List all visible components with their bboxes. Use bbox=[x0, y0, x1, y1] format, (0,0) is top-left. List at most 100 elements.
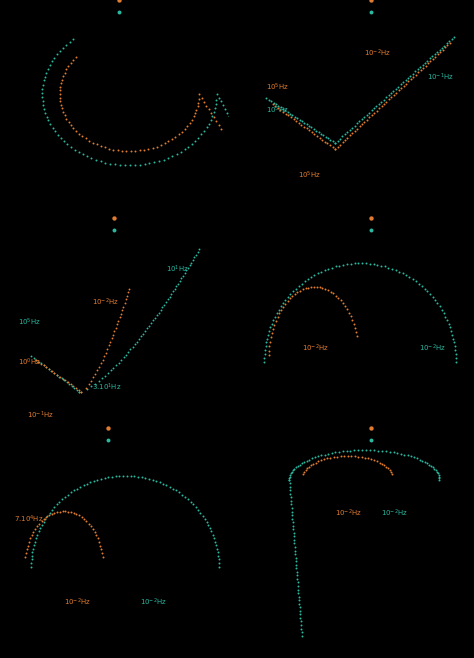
Point bbox=[337, 295, 344, 305]
Point bbox=[193, 105, 201, 115]
Point bbox=[324, 133, 332, 143]
Point bbox=[184, 263, 192, 273]
Point bbox=[195, 97, 202, 108]
Point bbox=[35, 357, 43, 367]
Point bbox=[75, 147, 82, 157]
Point bbox=[101, 472, 109, 483]
Point bbox=[367, 213, 374, 223]
Point bbox=[289, 465, 297, 476]
Point bbox=[27, 561, 35, 572]
Point bbox=[395, 266, 403, 277]
Point bbox=[186, 260, 193, 270]
Point bbox=[60, 375, 68, 386]
Point bbox=[286, 293, 294, 303]
Point bbox=[167, 289, 175, 299]
Point bbox=[112, 360, 120, 370]
Point bbox=[433, 47, 441, 57]
Point bbox=[378, 101, 385, 111]
Point bbox=[123, 146, 130, 157]
Point bbox=[177, 146, 184, 157]
Point bbox=[407, 70, 414, 81]
Point bbox=[324, 449, 332, 459]
Point bbox=[356, 121, 364, 132]
Point bbox=[117, 355, 125, 365]
Point bbox=[40, 360, 47, 370]
Point bbox=[58, 494, 66, 505]
Point bbox=[445, 318, 453, 329]
Point bbox=[82, 133, 90, 143]
Point bbox=[108, 333, 116, 343]
Point bbox=[293, 113, 301, 124]
Point bbox=[308, 127, 316, 138]
Point bbox=[343, 259, 351, 269]
Point bbox=[104, 435, 111, 445]
Point bbox=[327, 134, 334, 145]
Point bbox=[428, 51, 436, 62]
Point bbox=[374, 445, 382, 456]
Point bbox=[289, 110, 296, 120]
Point bbox=[365, 112, 373, 122]
Point bbox=[307, 272, 315, 282]
Point bbox=[308, 453, 316, 464]
Point bbox=[287, 495, 295, 506]
Point bbox=[387, 467, 395, 477]
Point bbox=[169, 483, 177, 494]
Point bbox=[70, 485, 78, 495]
Point bbox=[184, 494, 192, 505]
Point bbox=[310, 270, 318, 280]
Point bbox=[90, 476, 98, 486]
Point bbox=[67, 507, 75, 517]
Point bbox=[310, 129, 318, 139]
Point bbox=[404, 73, 412, 84]
Point bbox=[295, 592, 302, 602]
Point bbox=[192, 501, 200, 512]
Point bbox=[294, 461, 301, 471]
Point bbox=[415, 278, 422, 289]
Point bbox=[409, 274, 416, 284]
Point bbox=[289, 291, 296, 301]
Point bbox=[228, 118, 236, 129]
Point bbox=[291, 538, 298, 549]
Point bbox=[235, 130, 242, 140]
Point bbox=[284, 292, 292, 303]
Point bbox=[114, 145, 121, 155]
Point bbox=[366, 445, 374, 455]
Point bbox=[383, 446, 390, 457]
Point bbox=[288, 510, 296, 520]
Point bbox=[371, 108, 378, 118]
Point bbox=[261, 357, 268, 367]
Point bbox=[374, 259, 381, 270]
Point bbox=[431, 49, 438, 59]
Point bbox=[358, 258, 366, 268]
Point bbox=[76, 482, 84, 492]
Point bbox=[390, 447, 397, 458]
Point bbox=[92, 155, 100, 165]
Point bbox=[195, 132, 202, 143]
Point bbox=[291, 545, 299, 556]
Point bbox=[295, 118, 302, 128]
Point bbox=[225, 111, 232, 122]
Point bbox=[59, 107, 67, 117]
Point bbox=[295, 599, 303, 609]
Point bbox=[135, 334, 143, 344]
Point bbox=[405, 76, 412, 87]
Point bbox=[56, 82, 64, 92]
Point bbox=[147, 318, 155, 328]
Point bbox=[390, 89, 398, 100]
Point bbox=[298, 630, 306, 641]
Point bbox=[273, 308, 281, 318]
Point bbox=[155, 156, 163, 166]
Point bbox=[406, 272, 413, 282]
Point bbox=[303, 463, 311, 474]
Point bbox=[175, 129, 182, 139]
Point bbox=[380, 94, 388, 105]
Point bbox=[268, 328, 276, 338]
Text: $10^{-2}$Hz: $10^{-2}$Hz bbox=[64, 596, 91, 608]
Point bbox=[37, 358, 45, 368]
Point bbox=[329, 288, 337, 299]
Point bbox=[191, 108, 199, 118]
Point bbox=[354, 124, 361, 134]
Point bbox=[310, 282, 318, 292]
Point bbox=[203, 517, 210, 527]
Point bbox=[347, 259, 355, 269]
